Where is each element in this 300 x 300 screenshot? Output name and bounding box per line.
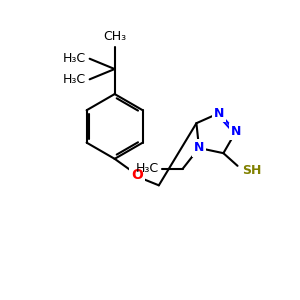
Text: H₃C: H₃C bbox=[63, 52, 86, 65]
Text: H₃C: H₃C bbox=[63, 73, 86, 86]
Text: SH: SH bbox=[242, 164, 262, 177]
Text: N: N bbox=[231, 125, 241, 138]
Text: N: N bbox=[214, 106, 224, 120]
Text: H₃C: H₃C bbox=[136, 162, 159, 175]
Text: N: N bbox=[194, 142, 204, 154]
Text: CH₃: CH₃ bbox=[103, 30, 126, 44]
Text: O: O bbox=[131, 168, 143, 182]
